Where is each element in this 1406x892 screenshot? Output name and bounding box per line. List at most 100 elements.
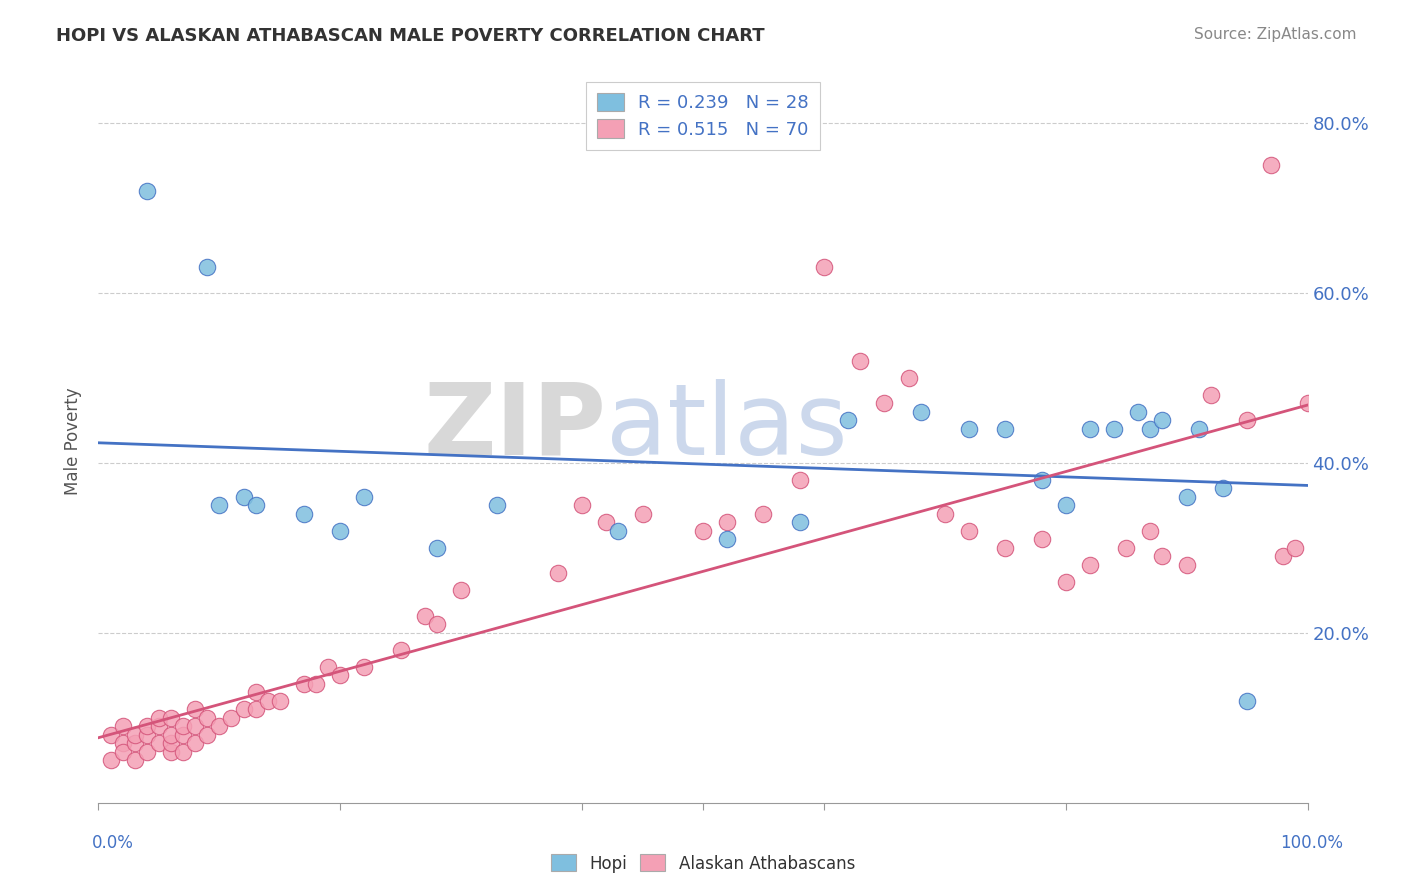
Text: 0.0%: 0.0% <box>91 834 134 852</box>
Point <box>571 498 593 512</box>
Text: ZIP: ZIP <box>423 378 606 475</box>
Point <box>208 498 231 512</box>
Point <box>595 516 617 530</box>
Point <box>124 736 146 750</box>
Point <box>1296 396 1319 410</box>
Point <box>160 745 183 759</box>
Y-axis label: Male Poverty: Male Poverty <box>65 388 83 495</box>
Point <box>135 719 157 733</box>
Point <box>716 516 738 530</box>
Point <box>837 413 859 427</box>
Point <box>232 702 254 716</box>
Point <box>389 642 412 657</box>
Point <box>329 524 352 538</box>
Point <box>172 719 194 733</box>
Point <box>1260 158 1282 172</box>
Point <box>994 422 1017 436</box>
Point <box>160 736 183 750</box>
Point <box>1115 541 1137 555</box>
Point <box>245 702 267 716</box>
Point <box>292 677 315 691</box>
Point <box>789 473 811 487</box>
Point <box>957 422 980 436</box>
Point <box>934 507 956 521</box>
Point <box>426 617 449 632</box>
Point <box>752 507 775 521</box>
Point <box>269 694 291 708</box>
Point <box>184 702 207 716</box>
Point <box>994 541 1017 555</box>
Point <box>1188 422 1211 436</box>
Point <box>111 745 134 759</box>
Point <box>1272 549 1295 564</box>
Point <box>631 507 654 521</box>
Point <box>148 719 170 733</box>
Point <box>124 728 146 742</box>
Point <box>1212 481 1234 495</box>
Legend: R = 0.239   N = 28, R = 0.515   N = 70: R = 0.239 N = 28, R = 0.515 N = 70 <box>586 82 820 150</box>
Point <box>1199 388 1222 402</box>
Point <box>849 353 872 368</box>
Point <box>245 685 267 699</box>
Point <box>195 711 218 725</box>
Point <box>1054 498 1077 512</box>
Point <box>716 533 738 547</box>
Point <box>692 524 714 538</box>
Point <box>135 745 157 759</box>
Point <box>547 566 569 581</box>
Point <box>100 753 122 767</box>
Point <box>232 490 254 504</box>
Legend: Hopi, Alaskan Athabascans: Hopi, Alaskan Athabascans <box>544 847 862 880</box>
Point <box>124 753 146 767</box>
Point <box>1128 405 1150 419</box>
Point <box>1078 558 1101 572</box>
Point <box>111 736 134 750</box>
Text: HOPI VS ALASKAN ATHABASCAN MALE POVERTY CORRELATION CHART: HOPI VS ALASKAN ATHABASCAN MALE POVERTY … <box>56 27 765 45</box>
Point <box>1031 533 1053 547</box>
Point <box>208 719 231 733</box>
Point <box>1102 422 1125 436</box>
Point <box>172 728 194 742</box>
Point <box>426 541 449 555</box>
Text: Source: ZipAtlas.com: Source: ZipAtlas.com <box>1194 27 1357 42</box>
Point <box>957 524 980 538</box>
Point <box>245 498 267 512</box>
Text: atlas: atlas <box>606 378 848 475</box>
Point <box>353 660 375 674</box>
Point <box>1078 422 1101 436</box>
Point <box>135 728 157 742</box>
Point <box>1236 694 1258 708</box>
Point <box>1139 524 1161 538</box>
Point <box>353 490 375 504</box>
Point <box>413 608 436 623</box>
Point <box>292 507 315 521</box>
Point <box>910 405 932 419</box>
Point <box>329 668 352 682</box>
Point <box>450 583 472 598</box>
Point <box>1152 549 1174 564</box>
Point <box>813 260 835 275</box>
Point <box>1152 413 1174 427</box>
Point <box>1175 490 1198 504</box>
Point <box>789 516 811 530</box>
Point <box>1284 541 1306 555</box>
Point <box>486 498 509 512</box>
Point <box>148 736 170 750</box>
Point <box>160 728 183 742</box>
Point <box>160 711 183 725</box>
Point <box>316 660 339 674</box>
Text: 100.0%: 100.0% <box>1279 834 1343 852</box>
Point <box>607 524 630 538</box>
Point <box>221 711 243 725</box>
Point <box>1031 473 1053 487</box>
Point <box>135 184 157 198</box>
Point <box>172 745 194 759</box>
Point <box>256 694 278 708</box>
Point <box>1139 422 1161 436</box>
Point <box>897 371 920 385</box>
Point <box>873 396 896 410</box>
Point <box>184 736 207 750</box>
Point <box>184 719 207 733</box>
Point <box>195 728 218 742</box>
Point <box>1175 558 1198 572</box>
